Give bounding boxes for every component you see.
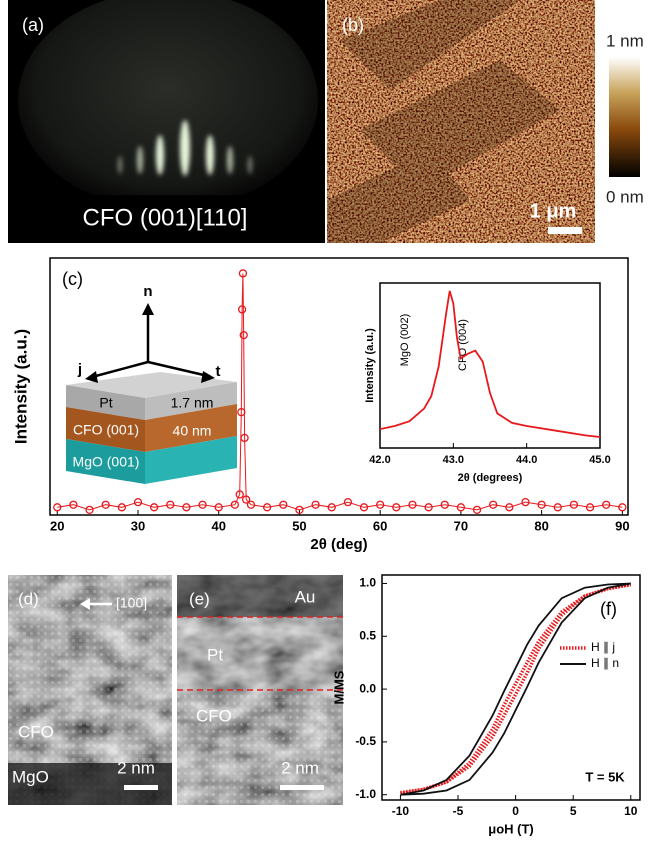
y-tick-label: 0.5	[359, 628, 376, 642]
y-axis-label: Intensity (a.u.)	[11, 329, 30, 444]
x-tick-label: 90	[615, 518, 629, 533]
y-axis-label: Intensity (a.u.)	[364, 328, 376, 403]
caption: CFO (001)[110]	[83, 204, 248, 231]
x-tick-label: 10	[624, 804, 638, 818]
line	[400, 585, 630, 794]
layer-name: MgO (001)	[73, 454, 140, 470]
panel-label: (e)	[189, 589, 210, 608]
legend-label: H ∥ n	[591, 656, 619, 670]
axis-j: j	[77, 361, 82, 378]
panel-d: (d) [100] CFO MgO 2 nm	[8, 575, 172, 805]
scale-bar	[280, 785, 324, 790]
y-tick-label: -1.0	[355, 787, 376, 801]
panel-label: (b)	[342, 15, 364, 35]
x-tick-label: 70	[454, 518, 468, 533]
colorbar-min: 0 nm	[606, 187, 644, 206]
y-tick-label: 1.0	[359, 576, 376, 590]
panel-e: (e) Au Pt CFO 2 nm	[177, 575, 343, 805]
scale-label: 1 μm	[530, 200, 577, 222]
chart: -10 -5 0 5 10 -1.0 -0.5 0.0 0.5 1.0 μoH (T) M/MS (f)…	[331, 575, 640, 836]
chart: 42.0 43.0 44.0 45.0 2θ (degrees) Intensity (a…	[364, 283, 611, 484]
layer-name: Pt	[99, 395, 112, 411]
region-label: CFO	[196, 706, 232, 725]
line	[380, 291, 600, 437]
x-tick-label: 50	[292, 518, 306, 533]
x-axis-label: μoH (T)	[488, 821, 534, 836]
panel-label: (f)	[600, 599, 617, 619]
x-tick-label: 80	[534, 518, 548, 533]
screen	[18, 0, 318, 210]
annotation: MgO (002)	[399, 314, 411, 367]
x-axis-label: 2θ (degrees)	[458, 472, 523, 484]
region-label: CFO	[18, 722, 54, 741]
legend-label: H ∥ j	[591, 640, 615, 654]
stack-diagram: n j t Pt CFO (001) MgO (001) 1.7 nm 40 n…	[66, 283, 237, 484]
x-tick-label: 40	[211, 518, 225, 533]
x-tick-label: 20	[50, 518, 64, 533]
axis-n: n	[143, 283, 152, 300]
x-tick-label: 30	[131, 518, 145, 533]
scale-label: 2 nm	[281, 758, 319, 777]
scale-bar	[548, 227, 582, 234]
colorbar	[609, 57, 640, 177]
axes-arrows	[92, 310, 208, 377]
panel-a: (a) CFO (001)[110]	[8, 0, 325, 243]
x-tick-label: -10	[392, 804, 410, 818]
x-tick-label: 60	[373, 518, 387, 533]
scale-bar	[124, 785, 158, 790]
x-tick-label: 42.0	[369, 454, 390, 466]
region-label: MgO	[12, 767, 49, 786]
axis-t: t	[216, 363, 221, 380]
x-tick-label: 5	[570, 804, 577, 818]
y-tick-label: 0.0	[359, 681, 376, 695]
colorbar-max: 1 nm	[606, 31, 644, 50]
direction: [100]	[116, 595, 147, 611]
panel-label: (d)	[18, 589, 39, 608]
layer-thickness: 1.7 nm	[171, 395, 214, 411]
y-axis-label: M/MS	[331, 670, 346, 704]
x-tick-label: 45.0	[589, 454, 610, 466]
layer-name: CFO (001)	[73, 422, 139, 438]
x-axis-label: 2θ (deg)	[310, 536, 367, 553]
region-label: Au	[295, 587, 316, 606]
panel-b: (b) 1 μm 1 nm 0 nm	[327, 0, 644, 243]
annotation: T = 5K	[585, 769, 625, 784]
arrow-heads	[85, 303, 215, 383]
panel-label: (c)	[62, 269, 83, 289]
x-tick-label: 0	[512, 804, 519, 818]
plot-frame	[380, 283, 600, 448]
y-tick-label: -0.5	[355, 734, 376, 748]
x-tick-label: -5	[453, 804, 464, 818]
panel-label: (a)	[22, 15, 44, 35]
region-label: Pt	[207, 645, 223, 664]
figure: (a) CFO (001)[110] (b) 1 μm 1 nm 0 nm n …	[0, 0, 650, 847]
x-tick-label: 43.0	[443, 454, 464, 466]
x-tick-label: 44.0	[516, 454, 537, 466]
scale-label: 2 nm	[117, 758, 155, 777]
line	[400, 584, 630, 795]
layer-thickness: 40 nm	[173, 423, 212, 439]
